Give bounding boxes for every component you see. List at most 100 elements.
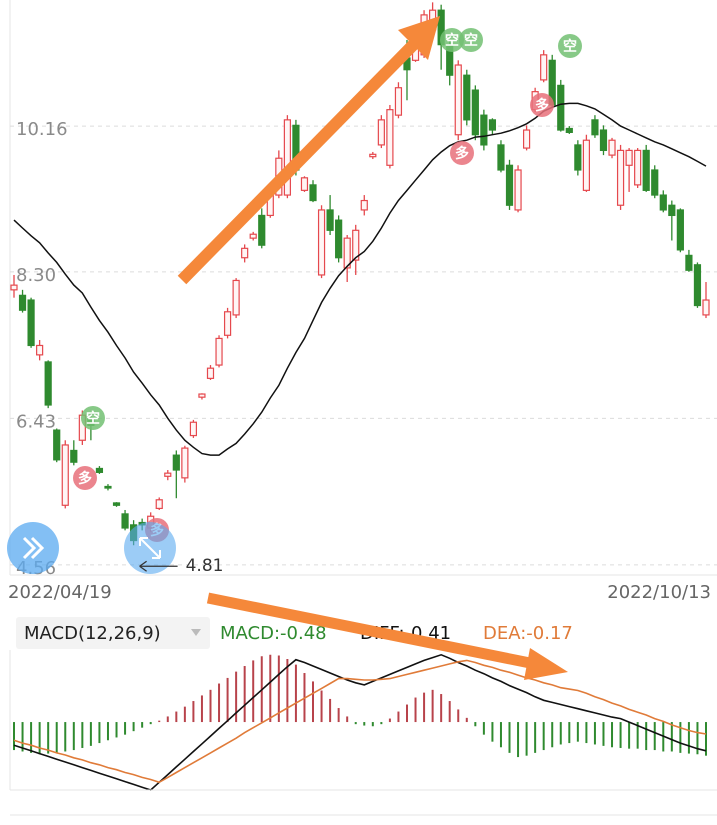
candle-body — [386, 109, 394, 166]
candle-body — [582, 139, 590, 191]
signal-badge — [459, 28, 483, 52]
dropdown-caret[interactable] — [191, 629, 201, 636]
x-tick-label: 2022/04/19 — [8, 582, 112, 603]
scroll-left-icon — [22, 536, 45, 560]
candle-body — [480, 114, 488, 146]
candle-body — [685, 254, 693, 271]
candle-body — [343, 237, 351, 269]
candle-body — [360, 199, 368, 211]
candle-body — [215, 337, 223, 366]
moving-average-line — [13, 102, 707, 456]
candle-body — [206, 367, 215, 379]
candle-body — [223, 311, 232, 336]
trend-arrow-down-head — [524, 648, 568, 680]
x-tick-label: 2022/10/13 — [607, 582, 711, 603]
legend-macd: MACD:-0.48 — [220, 623, 327, 644]
candle-body — [189, 421, 198, 437]
cursor-icon — [139, 537, 161, 559]
candle-body — [608, 139, 616, 156]
candle-body — [18, 294, 27, 311]
candle-body — [249, 233, 257, 239]
candle-body — [181, 447, 189, 479]
candle-body — [283, 119, 291, 196]
candle-body — [634, 149, 642, 186]
signal-label: 多 — [535, 97, 549, 114]
candle-body — [53, 429, 61, 461]
signal-label: 空 — [563, 38, 577, 55]
candle-body — [557, 84, 565, 131]
signal-label: 空 — [464, 32, 478, 49]
candle-body — [112, 502, 121, 506]
low-price-label: 4.81 — [186, 556, 224, 576]
candle-body — [659, 194, 667, 211]
candle-body — [693, 264, 702, 307]
price-panel: 10.168.306.434.56空多多空空多多空 — [10, 2, 717, 579]
y-tick-label: 6.43 — [16, 411, 56, 432]
candle-body — [61, 444, 69, 506]
signal-badge — [440, 28, 464, 52]
candle-body — [36, 344, 44, 356]
candle-body — [497, 144, 505, 171]
candle-body — [309, 184, 317, 202]
candle-body — [471, 89, 479, 136]
candle-body — [488, 119, 497, 131]
candle-body — [642, 149, 650, 191]
candle-body — [514, 169, 522, 211]
candle-body — [27, 299, 35, 347]
candle-body — [232, 279, 240, 316]
candle-body — [574, 144, 582, 171]
legend-dea: DEA:-0.17 — [483, 623, 573, 644]
signal-label: 多 — [78, 470, 92, 487]
candle-body — [317, 209, 326, 276]
candle-body — [540, 54, 548, 81]
trend-arrow-up — [177, 35, 423, 285]
candle-body — [10, 284, 18, 291]
candle-body — [702, 299, 710, 316]
candle-body — [44, 361, 52, 406]
signal-badge — [530, 93, 554, 117]
signal-badge — [450, 141, 474, 165]
signal-badge — [558, 34, 582, 58]
candle-body — [668, 204, 676, 217]
signal-badge — [81, 406, 105, 430]
candle-body — [599, 129, 608, 152]
candle-body — [394, 87, 403, 116]
candle-body — [155, 499, 163, 510]
indicator-selector[interactable] — [16, 617, 210, 649]
candle-body — [377, 119, 385, 146]
signal-label: 多 — [455, 145, 469, 162]
candle-body — [369, 153, 377, 158]
candle-body — [164, 472, 172, 477]
candle-body — [70, 449, 78, 463]
macd-panel — [13, 653, 707, 791]
signal-label: 空 — [445, 32, 459, 49]
candle-body — [326, 209, 334, 231]
trend-arrow-up-head — [398, 16, 440, 60]
candle-body — [258, 214, 266, 246]
candle-body — [463, 74, 471, 121]
signal-badge — [73, 466, 97, 490]
low-price-pointer-head — [139, 560, 147, 572]
candle-body — [522, 129, 531, 149]
candle-body — [121, 513, 129, 529]
candle-body — [352, 229, 360, 261]
candle-body — [95, 467, 104, 473]
y-tick-label: 10.16 — [16, 119, 68, 140]
macd-title: MACD(12,26,9) — [24, 623, 161, 644]
candle-body — [454, 64, 462, 136]
candle-body — [198, 393, 206, 398]
candle-body — [676, 209, 684, 251]
candle-body — [616, 149, 625, 206]
candle-body — [625, 149, 633, 166]
diff-line — [13, 653, 707, 791]
candle-body — [335, 219, 343, 259]
candle-body — [300, 177, 309, 191]
candle-body — [172, 454, 180, 471]
signal-label: 空 — [86, 410, 100, 427]
y-tick-label: 8.30 — [16, 265, 56, 286]
candle-body — [591, 119, 599, 136]
trend-arrow-down — [206, 592, 537, 670]
dea-line — [13, 659, 707, 784]
